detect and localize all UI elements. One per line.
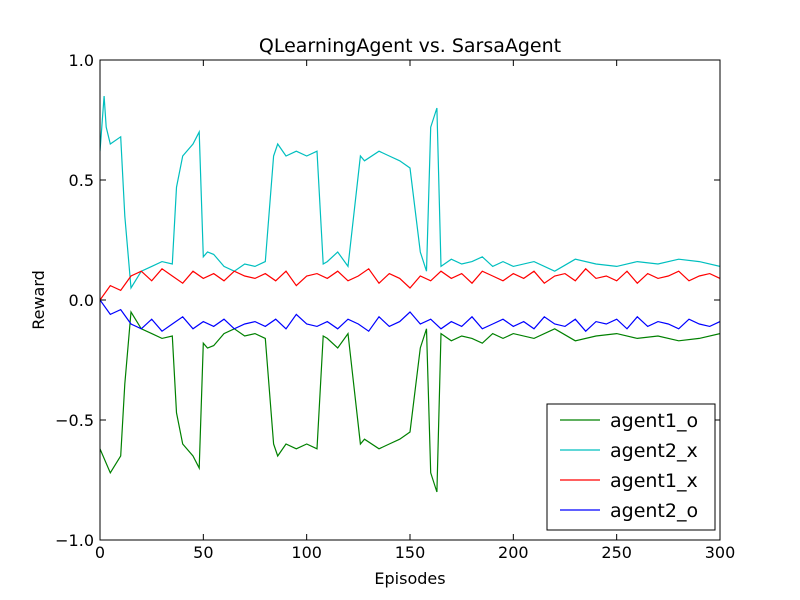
ticks-layer: 0 50 100 150 200 250 300 −1.0 −0.5 0.0 0.5 1.0 xyxy=(55,51,735,562)
plot-frame xyxy=(99,59,721,541)
legend-label-agent2_o: agent2_o xyxy=(610,500,698,522)
chart-title: QLearningAgent vs. SarsaAgent xyxy=(259,35,561,57)
y-tick-label: 0.0 xyxy=(69,291,94,310)
y-axis-label: Reward xyxy=(29,270,48,330)
series-line-agent1_x xyxy=(100,267,720,301)
y-tick-label: 0.5 xyxy=(69,171,94,190)
legend: agent1_o agent2_x agent1_x agent2_o xyxy=(546,403,716,531)
legend-label-agent1_o: agent1_o xyxy=(610,410,698,432)
legend-label-agent2_x: agent2_x xyxy=(610,440,698,462)
x-tick-label: 300 xyxy=(705,543,736,562)
legend-box xyxy=(546,403,716,531)
x-tick-label: 150 xyxy=(395,543,426,562)
x-tick-label: 100 xyxy=(291,543,322,562)
series-line-agent2_o xyxy=(100,299,720,333)
series-line-agent2_x xyxy=(100,95,720,290)
x-tick-label: 0 xyxy=(95,543,105,562)
series-line-agent1_o xyxy=(100,310,720,493)
x-axis-label: Episodes xyxy=(374,569,445,588)
x-tick-label: 250 xyxy=(601,543,632,562)
y-tick-label: −1.0 xyxy=(55,531,94,550)
series-layer xyxy=(100,95,720,493)
x-tick-label: 50 xyxy=(193,543,213,562)
legend-label-agent1_x: agent1_x xyxy=(610,470,698,492)
y-tick-label: 1.0 xyxy=(69,51,94,70)
x-tick-label: 200 xyxy=(498,543,529,562)
y-tick-label: −0.5 xyxy=(55,411,94,430)
